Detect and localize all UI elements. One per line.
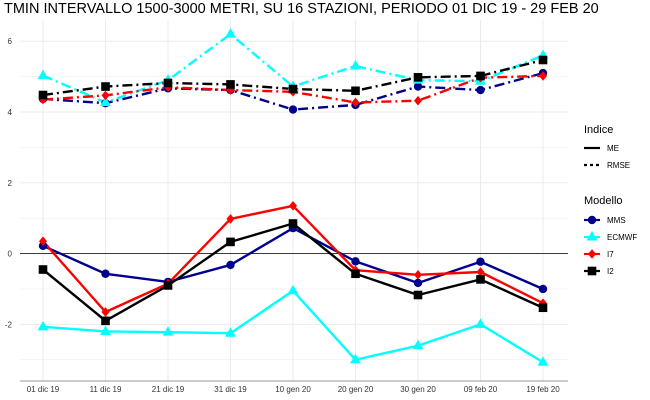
data-point-i2-rmse	[101, 82, 110, 91]
data-point-i2-me	[288, 219, 298, 228]
data-point-i2-me	[101, 316, 110, 326]
legend: Indice ME RMSE Modello MMS ECMWF I7 I2	[584, 124, 637, 276]
data-point-i2-me	[413, 290, 423, 300]
data-point-ecmwf-me	[225, 327, 236, 337]
data-point-ecmwf-rmse	[100, 96, 111, 106]
data-point-i2-me	[538, 303, 548, 313]
x-tick-label: 09 feb 20	[464, 385, 498, 394]
data-point-mms-rmse	[476, 85, 485, 95]
data-point-ecmwf-me	[350, 353, 361, 364]
data-point-ecmwf-me	[100, 325, 111, 335]
y-tick-label: 6	[8, 37, 13, 46]
data-point-i2-me	[226, 237, 235, 247]
data-point-i2-rmse	[226, 80, 235, 89]
data-point-i7-me	[101, 307, 110, 317]
data-point-i7-me	[289, 201, 297, 211]
legend-title-indice: Indice	[584, 124, 613, 136]
data-point-mms-me	[226, 260, 235, 270]
data-point-i2-me	[351, 269, 360, 279]
legend-label-i7: I7	[607, 250, 614, 259]
data-point-ecmwf-me	[162, 326, 174, 336]
legend-label-me: ME	[607, 144, 619, 153]
data-point-ecmwf-me	[412, 339, 424, 350]
data-point-ecmwf-me	[475, 318, 486, 328]
data-point-ecmwf-rmse	[350, 60, 361, 70]
data-point-i2-rmse	[538, 55, 548, 65]
x-tick-label: 11 dic 19	[90, 385, 122, 394]
axes: -2 0 2 4 6 01 dic 19 11 dic 19 21 dic 19 31 dic …	[5, 37, 568, 394]
legend-label-i2: I2	[607, 267, 614, 276]
data-point-ecmwf-me	[287, 284, 299, 295]
legend-label-ecmwf: ECMWF	[607, 233, 637, 242]
data-point-i7-rmse	[101, 90, 110, 101]
data-point-i2-me	[476, 275, 485, 284]
x-tick-label: 20 gen 20	[338, 385, 374, 394]
data-point-mms-me	[476, 257, 485, 266]
data-point-mms-me	[101, 269, 110, 278]
x-tick-label: 10 gen 20	[275, 385, 311, 394]
legend-title-modello: Modello	[584, 195, 623, 207]
data-point-i2-rmse	[288, 84, 298, 94]
legend-key-marker-i7	[588, 249, 596, 259]
data-point-mms-rmse	[288, 105, 298, 114]
x-tick-label: 19 feb 20	[526, 385, 560, 394]
legend-key-marker-mms	[587, 215, 597, 225]
data-point-ecmwf-rmse	[225, 28, 236, 38]
chart-title: TMIN INTERVALLO 1500-3000 METRI, SU 16 S…	[4, 1, 599, 17]
data-point-i7-rmse	[539, 71, 547, 81]
data-point-ecmwf-me	[37, 320, 49, 331]
data-point-mms-me	[351, 257, 360, 266]
y-tick-label: 4	[8, 108, 13, 117]
data-point-i2-rmse	[476, 71, 485, 81]
series-line-ecmwf-rmse	[42, 32, 544, 104]
data-point-mms-rmse	[413, 82, 423, 91]
legend-label-rmse: RMSE	[607, 161, 630, 170]
data-point-mms-me	[538, 284, 548, 294]
data-point-i2-rmse	[38, 90, 48, 100]
data-point-i7-me	[476, 267, 485, 277]
y-tick-label: -2	[5, 320, 13, 329]
y-tick-label: 0	[8, 250, 13, 259]
data-point-i7-rmse	[351, 97, 360, 108]
data-point-i2-rmse	[413, 73, 423, 82]
y-tick-label: 2	[8, 179, 13, 188]
x-tick-label: 31 dic 19	[214, 385, 247, 394]
legend-label-mms: MMS	[607, 216, 626, 225]
data-point-ecmwf-me	[537, 356, 549, 366]
data-point-i7-me	[226, 214, 235, 224]
legend-key-marker-i2	[587, 266, 597, 276]
data-point-mms-me	[413, 278, 423, 288]
data-point-i7-me	[414, 270, 422, 280]
x-tick-label: 21 dic 19	[152, 385, 185, 394]
x-tick-label: 30 gen 20	[400, 385, 436, 394]
x-tick-label: 01 dic 19	[27, 385, 60, 394]
series	[37, 28, 549, 366]
legend-key-marker-ecmwf	[586, 231, 598, 241]
data-point-i2-rmse	[163, 78, 173, 88]
data-point-i7-rmse	[414, 95, 422, 106]
series-line-i7-rmse	[42, 74, 544, 104]
data-point-i2-me	[38, 265, 48, 274]
data-point-i2-rmse	[351, 86, 360, 96]
series-line-i2-rmse	[42, 58, 544, 97]
data-point-i7-me	[39, 236, 47, 247]
data-point-i2-me	[163, 281, 173, 290]
data-point-ecmwf-rmse	[37, 69, 49, 80]
